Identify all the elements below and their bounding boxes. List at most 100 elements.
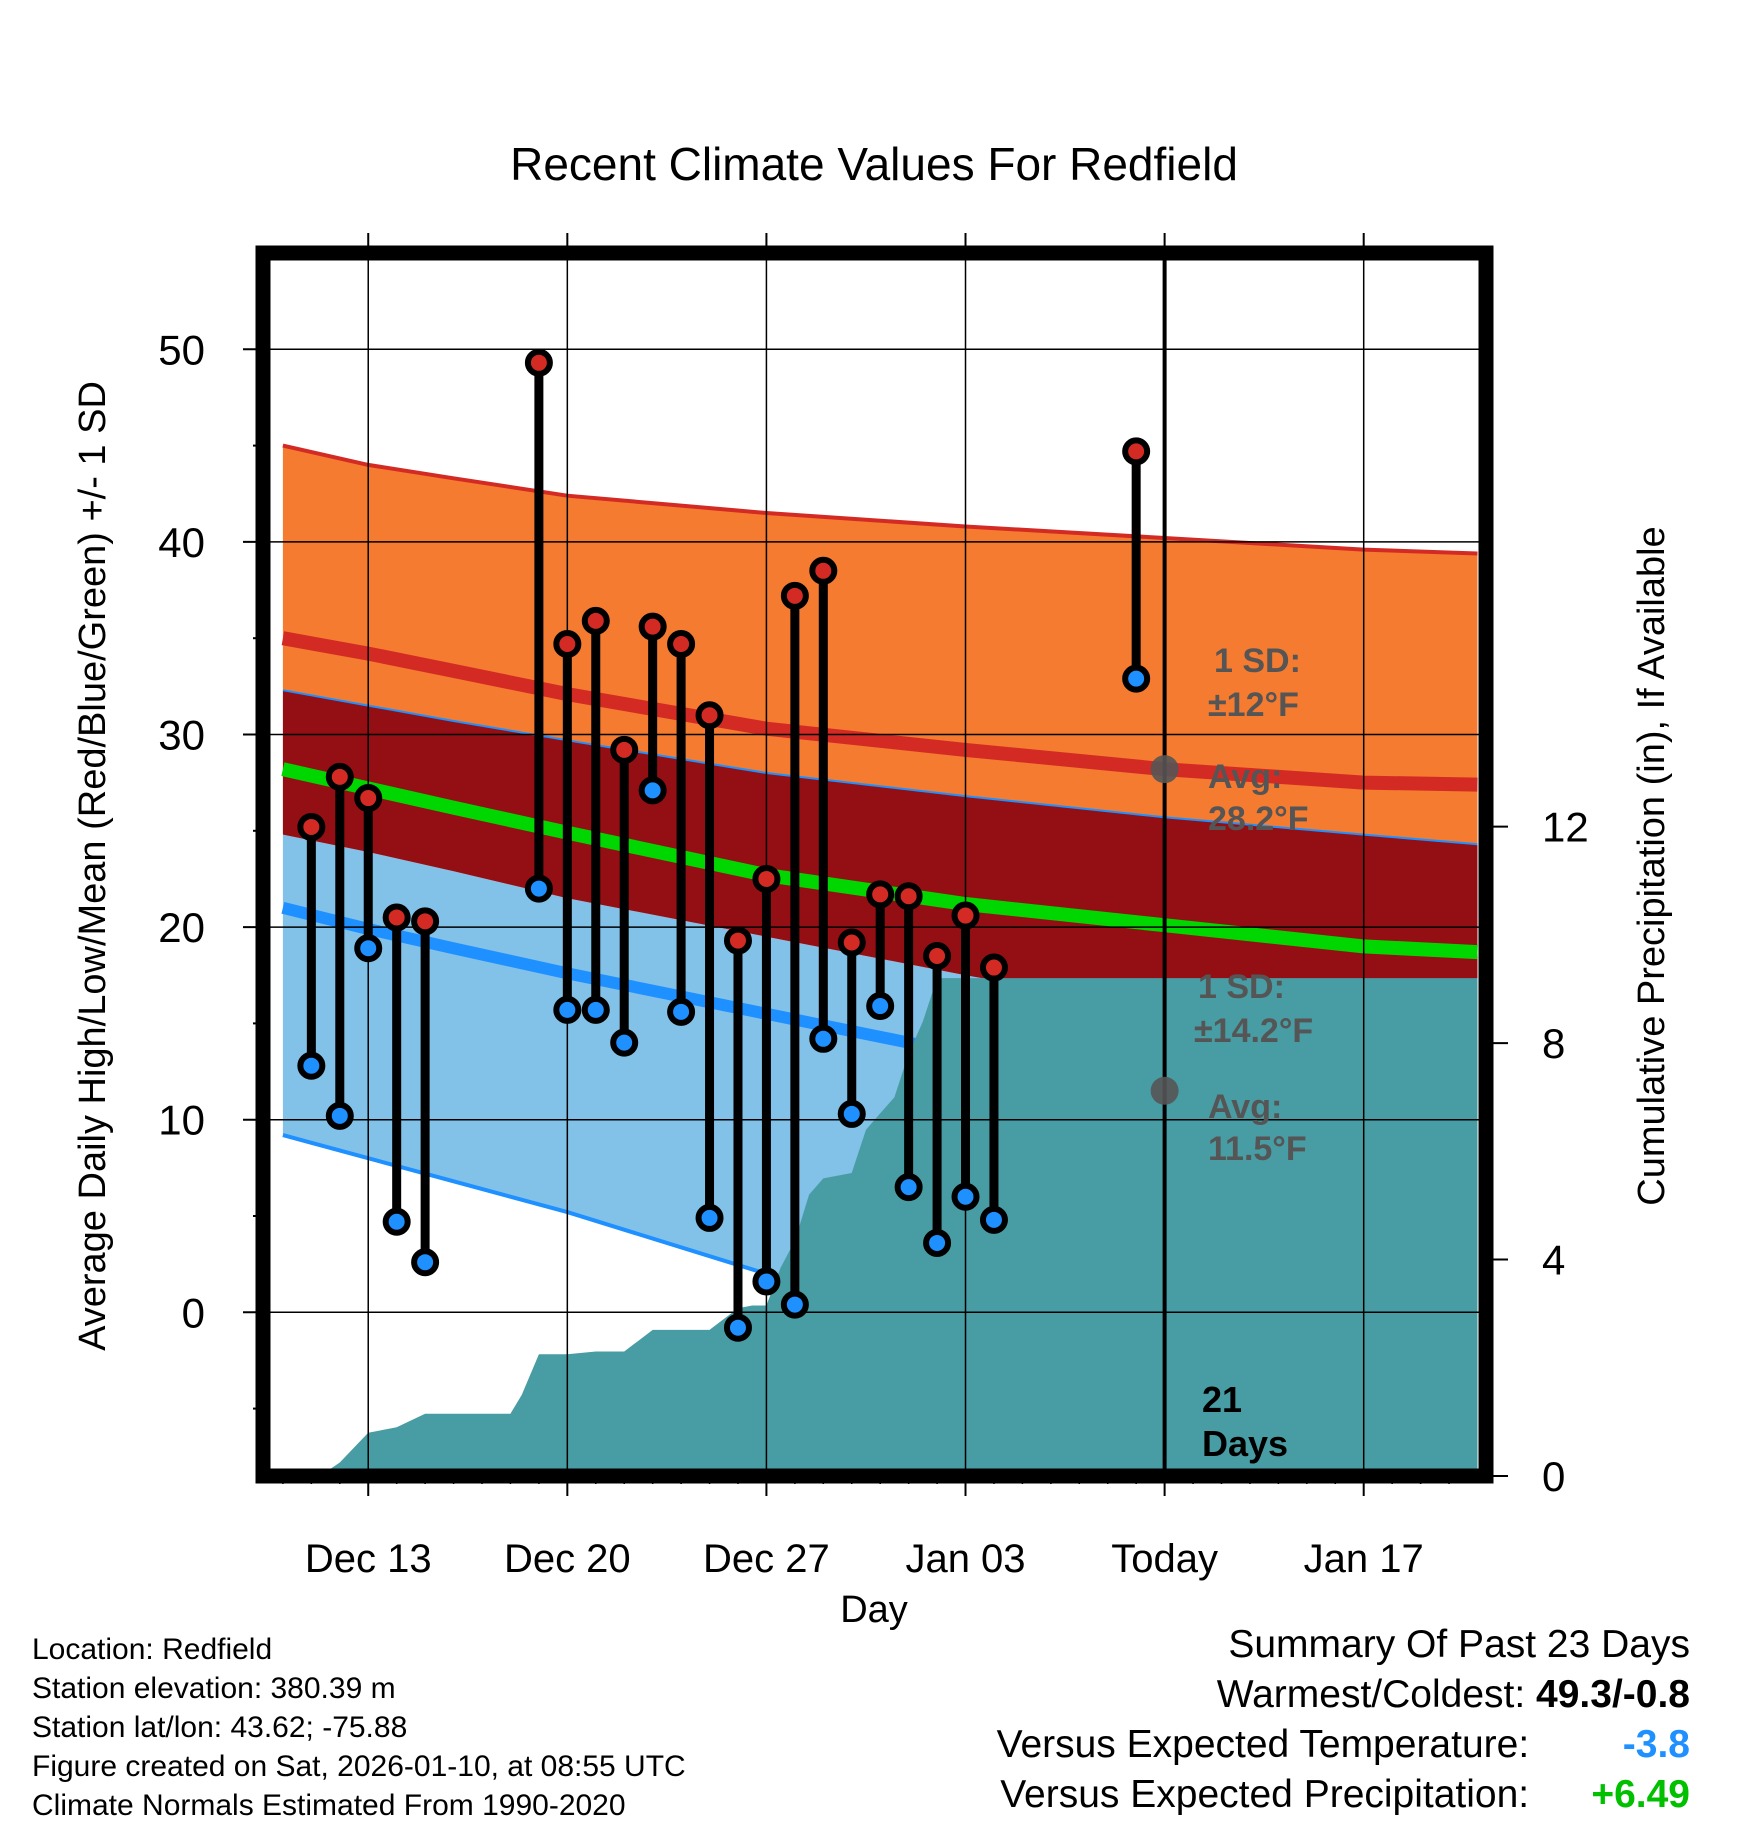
daily-low-marker (325, 1101, 354, 1130)
daily-low-marker (581, 995, 610, 1024)
location-text: Location: Redfield (32, 1633, 273, 1666)
daily-high-marker (695, 701, 724, 730)
low-sd-value: ±14.2°F (1194, 1012, 1313, 1050)
daily-high-marker (923, 941, 952, 970)
low-sd-label: 1 SD: (1198, 968, 1285, 1006)
elevation-text: Station elevation: 380.39 m (32, 1672, 396, 1705)
daily-low-marker (610, 1028, 639, 1057)
daily-low-marker (979, 1205, 1008, 1234)
warmest-coldest-value: 49.3/-0.8 (1536, 1673, 1690, 1716)
x-axis-label: Day (840, 1589, 908, 1631)
y-tick-label: 40 (158, 519, 205, 566)
daily-low-marker (752, 1267, 781, 1296)
x-tick-label: Dec 27 (703, 1537, 830, 1581)
warmest-coldest-label: Warmest/Coldest: (1216, 1673, 1526, 1716)
high-avg-marker (1150, 755, 1179, 784)
daily-high-marker (723, 926, 752, 955)
daily-low-marker (1122, 664, 1151, 693)
daily-high-marker (524, 348, 553, 377)
daily-low-marker (667, 997, 696, 1026)
summary-panel: Summary Of Past 23 Days Warmest/Coldest:… (997, 1620, 1690, 1820)
low-mean-line (281, 901, 967, 1061)
normals-text: Climate Normals Estimated From 1990-2020 (32, 1789, 626, 1822)
daily-low-marker (923, 1228, 952, 1257)
daily-low-marker (411, 1248, 440, 1277)
x-tick-label: Dec 13 (305, 1537, 432, 1581)
daily-low-marker (553, 995, 582, 1024)
daily-high-marker (581, 606, 610, 635)
daily-high-marker (667, 629, 696, 658)
y2-axis-label: Cumulative Precipitation (in), If Availa… (1631, 526, 1673, 1205)
daily-high-marker (1122, 437, 1151, 466)
x-tick-label: Dec 20 (504, 1537, 631, 1581)
low-avg-label: Avg: (1208, 1088, 1282, 1126)
daily-low-marker (695, 1203, 724, 1232)
daily-high-marker (866, 880, 895, 909)
high-sd-value: ±12°F (1208, 686, 1299, 724)
chart-title: Recent Climate Values For Redfield (510, 138, 1238, 190)
y-tick-label: 10 (158, 1097, 205, 1144)
daily-high-marker (553, 629, 582, 658)
y2-tick-label: 4 (1542, 1237, 1565, 1284)
station-metadata: Location: Redfield Station elevation: 38… (32, 1630, 686, 1825)
y2-tick-label: 12 (1542, 804, 1589, 851)
daily-high-marker (809, 556, 838, 585)
daily-high-marker (354, 784, 383, 813)
daily-high-marker (894, 882, 923, 911)
daily-high-marker (979, 953, 1008, 982)
high-avg-value: 28.2°F (1208, 800, 1309, 838)
days-count-number: 21 (1202, 1379, 1242, 1420)
daily-high-marker (638, 612, 667, 641)
y-tick-label: 20 (158, 904, 205, 951)
daily-high-marker (297, 812, 326, 841)
y2-tick-label: 0 (1542, 1453, 1565, 1500)
summary-precipitation: Versus Expected Precipitation: +6.49 (997, 1770, 1690, 1820)
daily-low-marker (837, 1099, 866, 1128)
y-tick-label: 50 (158, 326, 205, 373)
daily-high-marker (951, 901, 980, 930)
plot-frame (255, 245, 1494, 1484)
high-avg-label: Avg: (1208, 758, 1282, 796)
daily-high-marker (325, 762, 354, 791)
low-avg-marker (1150, 1076, 1179, 1105)
y-axis-label: Average Daily High/Low/Mean (Red/Blue/Gr… (72, 381, 114, 1351)
daily-high-marker (411, 907, 440, 936)
temp-anomaly-label: Versus Expected Temperature: (996, 1723, 1530, 1766)
daily-low-marker (354, 934, 383, 963)
daily-low-marker (382, 1207, 411, 1236)
temp-anomaly-value: -3.8 (1622, 1723, 1690, 1766)
daily-high-marker (752, 864, 781, 893)
daily-low-marker (780, 1290, 809, 1319)
high-sd-band (282, 445, 1478, 845)
summary-temperature: Versus Expected Temperature: -3.8 (997, 1720, 1690, 1770)
daily-high-marker (610, 735, 639, 764)
y2-tick-label: 8 (1542, 1020, 1565, 1067)
daily-low-marker (866, 992, 895, 1021)
daily-low-marker (809, 1024, 838, 1053)
latlon-text: Station lat/lon: 43.62; -75.88 (32, 1711, 408, 1744)
x-tick-label: Jan 03 (905, 1537, 1025, 1581)
daily-low-marker (951, 1182, 980, 1211)
daily-low-marker (297, 1051, 326, 1080)
daily-low-marker (524, 874, 553, 903)
high-sd-label: 1 SD: (1214, 642, 1301, 680)
summary-title: Summary Of Past 23 Days (1228, 1623, 1690, 1666)
x-tick-label: Jan 17 (1304, 1537, 1424, 1581)
x-tick-label: Today (1111, 1537, 1218, 1581)
precip-anomaly-value: +6.49 (1591, 1773, 1690, 1816)
daily-high-marker (837, 928, 866, 957)
precip-area (282, 978, 1478, 1476)
y-tick-label: 0 (182, 1289, 205, 1336)
daily-low-marker (894, 1173, 923, 1202)
daily-low-marker (638, 776, 667, 805)
daily-high-marker (382, 903, 411, 932)
days-count-word: Days (1202, 1423, 1288, 1464)
daily-high-marker (780, 581, 809, 610)
low-avg-value: 11.5°F (1208, 1130, 1307, 1168)
created-text: Figure created on Sat, 2026-01-10, at 08… (32, 1750, 686, 1783)
daily-low-marker (723, 1313, 752, 1342)
summary-warmest-coldest: Warmest/Coldest: 49.3/-0.8 (997, 1670, 1690, 1720)
overlap-band (282, 690, 1478, 1020)
precip-anomaly-label: Versus Expected Precipitation: (1000, 1773, 1530, 1816)
